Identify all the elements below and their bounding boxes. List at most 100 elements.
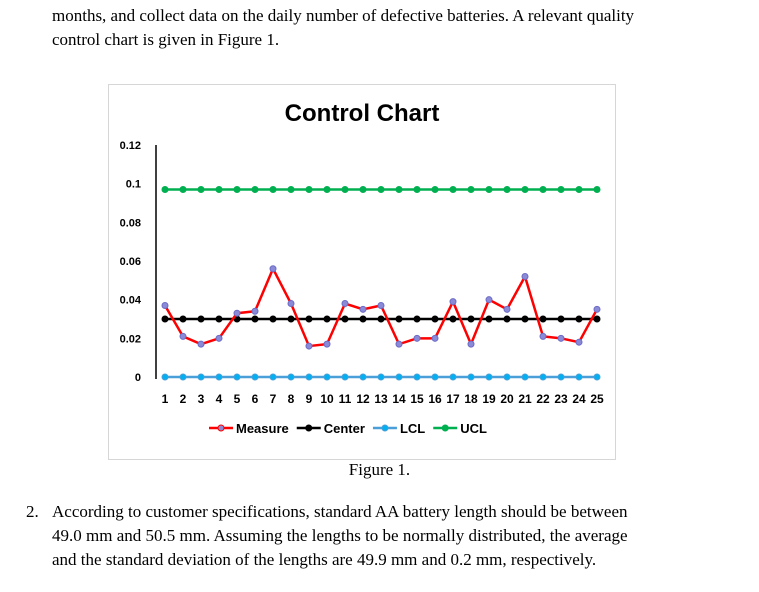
data-point-lcl [359, 373, 367, 381]
data-point-lcl [467, 373, 475, 381]
data-point-lcl [521, 373, 529, 381]
x-tick-label: 2 [180, 392, 187, 406]
intro-paragraph: months, and collect data on the daily nu… [52, 4, 742, 52]
question-line: According to customer specifications, st… [52, 502, 628, 521]
y-tick-label: 0.02 [120, 333, 141, 345]
data-point-measure [269, 265, 277, 273]
data-point-lcl [233, 373, 241, 381]
data-point-ucl [485, 185, 493, 193]
data-point-measure [287, 300, 295, 308]
data-point-measure [413, 334, 421, 342]
data-point-lcl [431, 373, 439, 381]
y-tick-label: 0.08 [120, 217, 141, 229]
data-point-center [521, 315, 529, 323]
data-point-ucl [431, 185, 439, 193]
x-tick-label: 13 [374, 392, 388, 406]
data-point-center [359, 315, 367, 323]
data-point-ucl [179, 185, 187, 193]
x-tick-label: 20 [500, 392, 514, 406]
data-point-ucl [521, 185, 529, 193]
y-tick-label: 0.04 [120, 295, 142, 307]
question-number: 2. [26, 502, 39, 521]
data-point-measure [377, 301, 385, 309]
data-point-lcl [557, 373, 565, 381]
data-point-measure [215, 334, 223, 342]
y-tick-label: 0.12 [120, 140, 141, 152]
data-point-ucl [161, 185, 169, 193]
x-tick-label: 11 [339, 392, 352, 406]
x-tick-label: 18 [464, 392, 478, 406]
data-point-measure [197, 340, 205, 348]
data-point-center [287, 315, 295, 323]
data-point-center [539, 315, 547, 323]
data-point-ucl [341, 185, 349, 193]
data-point-center [197, 315, 205, 323]
data-point-ucl [305, 185, 313, 193]
data-point-ucl [557, 185, 565, 193]
data-point-lcl [215, 373, 223, 381]
x-tick-label: 8 [288, 392, 295, 406]
data-point-measure [161, 301, 169, 309]
data-point-center [377, 315, 385, 323]
data-point-measure [341, 300, 349, 308]
data-point-lcl [305, 373, 313, 381]
y-tick-label: 0.1 [126, 179, 141, 191]
data-point-center [557, 315, 565, 323]
data-point-lcl [539, 373, 547, 381]
data-point-center [593, 315, 601, 323]
data-point-lcl [395, 373, 403, 381]
data-point-center [305, 315, 313, 323]
legend-swatch-marker-center [305, 424, 313, 432]
data-point-measure [575, 338, 583, 346]
data-point-ucl [395, 185, 403, 193]
data-point-measure [323, 340, 331, 348]
x-tick-label: 23 [554, 392, 568, 406]
x-tick-label: 4 [216, 392, 223, 406]
data-point-measure [485, 296, 493, 304]
x-tick-label: 21 [518, 392, 532, 406]
data-point-center [269, 315, 277, 323]
data-point-measure [251, 307, 259, 315]
data-point-center [575, 315, 583, 323]
legend-swatch-marker-ucl [441, 424, 449, 432]
intro-line: months, and collect data on the daily nu… [52, 6, 635, 25]
question-body: According to customer specifications, st… [52, 500, 742, 572]
data-point-measure [521, 272, 529, 280]
y-tick-label: 0.06 [120, 256, 141, 268]
data-point-lcl [485, 373, 493, 381]
legend-label-center: Center [324, 421, 365, 436]
data-point-measure [539, 332, 547, 340]
data-point-ucl [539, 185, 547, 193]
data-point-ucl [233, 185, 241, 193]
data-point-center [395, 315, 403, 323]
data-point-measure [467, 340, 475, 348]
legend-label-lcl: LCL [400, 421, 425, 436]
data-point-measure [503, 305, 511, 313]
data-point-center [431, 315, 439, 323]
intro-line: control chart is given in Figure 1. [52, 30, 280, 49]
x-tick-label: 22 [536, 392, 550, 406]
control-chart-figure: Control Chart 0 0.02 0.04 0.06 0.08 0.1 0.12 1 2 3… [108, 84, 616, 460]
data-point-center [467, 315, 475, 323]
legend-label-ucl: UCL [460, 421, 487, 436]
x-tick-label: 10 [320, 392, 334, 406]
data-point-lcl [377, 373, 385, 381]
data-point-center [251, 315, 259, 323]
data-point-lcl [503, 373, 511, 381]
question-line: and the standard deviation of the length… [52, 550, 597, 569]
data-point-lcl [269, 373, 277, 381]
data-point-ucl [359, 185, 367, 193]
question-line: 49.0 mm and 50.5 mm. Assuming the length… [52, 526, 628, 545]
data-point-lcl [413, 373, 421, 381]
x-tick-label: 19 [482, 392, 496, 406]
data-point-center [161, 315, 169, 323]
x-tick-label: 5 [234, 392, 241, 406]
x-tick-label: 12 [356, 392, 370, 406]
data-point-ucl [287, 185, 295, 193]
chart-title: Control Chart [285, 100, 440, 127]
data-point-ucl [449, 185, 457, 193]
data-point-ucl [575, 185, 583, 193]
data-point-lcl [341, 373, 349, 381]
data-point-ucl [197, 185, 205, 193]
